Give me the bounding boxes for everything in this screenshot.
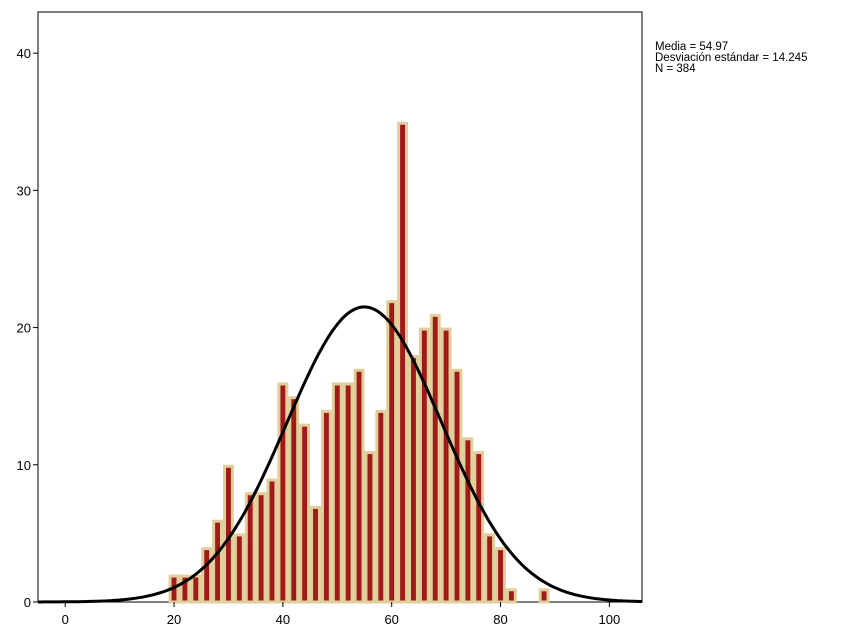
histogram-bar xyxy=(386,300,398,604)
sd-label: Desviación estándar = 14.245 xyxy=(655,52,808,64)
n-label: N = 384 xyxy=(655,63,696,75)
y-tick-label: 10 xyxy=(17,458,31,473)
histogram-bar xyxy=(255,492,267,604)
x-tick-label: 80 xyxy=(493,612,507,627)
histogram-bar xyxy=(397,121,409,604)
x-tick-label: 40 xyxy=(276,612,290,627)
histogram-bar xyxy=(451,368,463,604)
histogram-bar xyxy=(364,451,376,604)
histogram-bar xyxy=(331,382,343,604)
histogram-bar xyxy=(212,519,224,604)
histogram-bar xyxy=(418,327,430,604)
normal-curve xyxy=(38,305,642,604)
histogram-bar xyxy=(299,423,311,604)
mean-label: Media = 54.97 xyxy=(655,41,729,53)
histogram-bar xyxy=(190,574,202,604)
x-axis: 0 20 40 60 80 100 xyxy=(62,602,620,627)
histogram-bar xyxy=(266,478,278,604)
y-tick-label: 20 xyxy=(17,321,31,336)
histogram-bar xyxy=(462,437,474,604)
histogram-bar xyxy=(473,451,485,604)
histogram-bar xyxy=(342,382,354,604)
histogram-bar xyxy=(505,588,517,604)
y-axis: 0 10 20 30 40 xyxy=(17,46,38,610)
histogram-bar xyxy=(353,368,365,604)
stats-box: Media = 54.97 Desviación estándar = 14.2… xyxy=(655,41,808,75)
histogram-bar xyxy=(375,409,387,604)
y-tick-label: 0 xyxy=(24,595,31,610)
histogram-bar xyxy=(429,313,441,604)
histogram-bar xyxy=(233,533,245,604)
histogram-bar xyxy=(440,327,452,604)
histogram-bar xyxy=(179,574,191,604)
histogram-bar xyxy=(288,396,300,604)
x-tick-label: 100 xyxy=(598,612,620,627)
histogram-bar xyxy=(495,547,506,604)
histogram-bar xyxy=(538,588,550,604)
histogram-bar xyxy=(244,492,256,604)
histogram-bars xyxy=(168,121,550,604)
histogram-bar xyxy=(320,409,332,604)
y-tick-label: 40 xyxy=(17,46,31,61)
x-tick-label: 60 xyxy=(384,612,398,627)
histogram-bar xyxy=(277,382,289,604)
x-tick-label: 20 xyxy=(167,612,181,627)
histogram-bar xyxy=(201,547,213,604)
histogram-bar xyxy=(310,505,321,604)
histogram-bar xyxy=(408,355,419,604)
y-tick-label: 30 xyxy=(17,183,31,198)
histogram-bar xyxy=(484,533,496,604)
x-tick-label: 0 xyxy=(62,612,69,627)
